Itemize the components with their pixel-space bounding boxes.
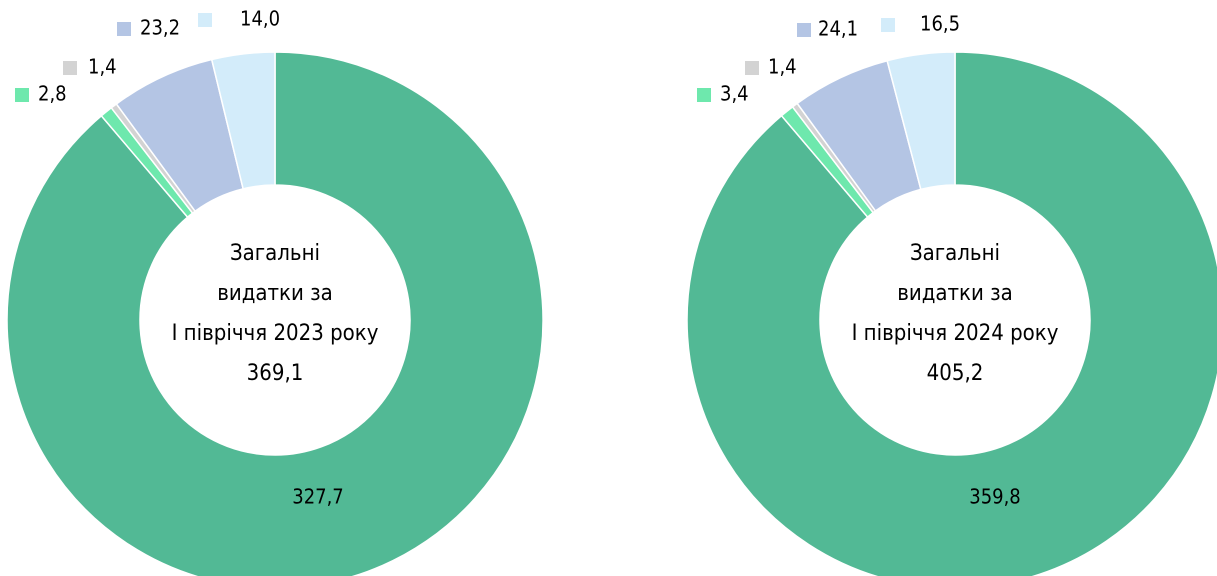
center-text: видатки за — [217, 281, 333, 306]
label-swatch — [198, 13, 212, 27]
data-label: 14,0 — [240, 7, 280, 31]
label-swatch — [63, 61, 77, 75]
data-label: 359,8 — [969, 485, 1021, 509]
donut-slice — [6, 51, 544, 576]
donut-slice — [686, 51, 1217, 576]
data-label: 1,4 — [768, 55, 797, 79]
center-text: І півріччя 2024 року — [852, 321, 1059, 346]
label-swatch — [745, 61, 759, 75]
data-label: 2,8 — [38, 82, 67, 106]
label-swatch — [15, 88, 29, 102]
label-swatch — [881, 18, 895, 32]
data-label: 23,2 — [140, 16, 180, 40]
donut-slice — [886, 51, 956, 191]
data-label: 327,7 — [292, 485, 344, 509]
label-swatch — [117, 22, 131, 36]
donut-slice — [210, 51, 276, 190]
data-label: 24,1 — [818, 17, 858, 41]
label-swatch — [697, 88, 711, 102]
data-label: 1,4 — [88, 55, 117, 79]
data-label: 16,5 — [920, 12, 960, 36]
center-text: 405,2 — [927, 361, 984, 386]
center-text: І півріччя 2023 року — [172, 321, 379, 346]
center-text: Загальні — [230, 241, 320, 266]
center-text: 369,1 — [247, 361, 304, 386]
center-text: видатки за — [897, 281, 1013, 306]
data-label: 3,4 — [720, 82, 749, 106]
label-swatch — [797, 23, 811, 37]
center-text: Загальні — [910, 241, 1000, 266]
